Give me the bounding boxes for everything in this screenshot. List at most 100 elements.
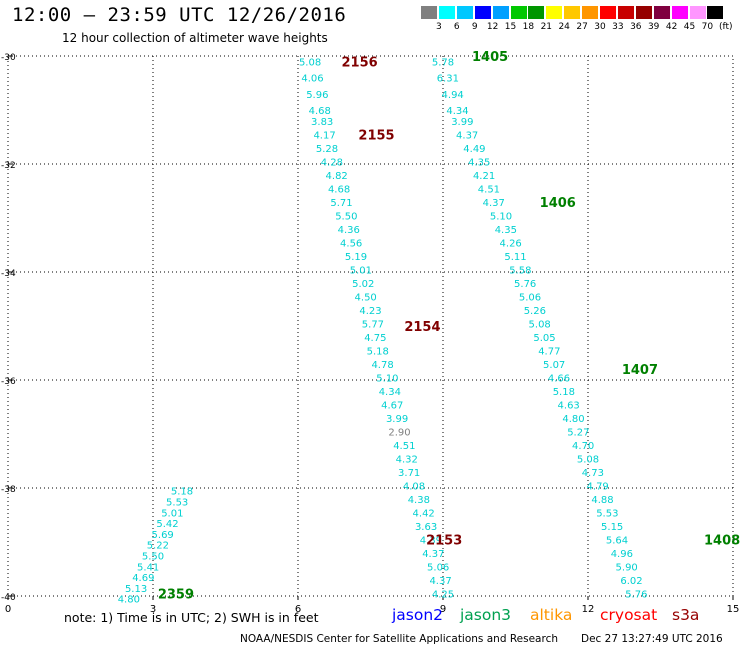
swh-value: 5.06: [427, 562, 449, 573]
swh-value: 5.42: [156, 519, 178, 530]
swh-value: 5.28: [316, 144, 338, 155]
swh-value: 4.51: [478, 184, 500, 195]
note-text: note: 1) Time is in UTC; 2) SWH is in fe…: [64, 610, 319, 625]
data-points: 5.084.065.964.683.834.175.284.284.824.68…: [118, 57, 648, 605]
legend-swatch: [546, 6, 563, 19]
swh-value: 4.82: [326, 171, 348, 182]
swh-value: 4.96: [611, 549, 633, 560]
swh-value: 5.01: [161, 508, 183, 519]
legend-label: 6: [453, 22, 460, 32]
x-tick-label: 15: [727, 604, 740, 615]
pass-time-label: 2154: [404, 320, 440, 335]
pass-time-label: 2155: [358, 128, 394, 143]
grid: [8, 56, 733, 596]
legend-swatch: [671, 6, 688, 19]
legend-label: 3: [436, 22, 442, 32]
swh-value: 5.76: [625, 589, 647, 600]
pass-time-label: 2156: [342, 55, 378, 70]
legend-swatch: [600, 6, 616, 19]
y-tick-label: -38: [1, 485, 16, 495]
pass-time-label: 1407: [622, 363, 658, 378]
swh-value: 4.34: [379, 387, 401, 398]
swh-value: 6.31: [437, 74, 459, 85]
swh-value: 4.37: [429, 576, 451, 587]
y-tick-label: -40: [1, 593, 16, 603]
swh-value: 4.08: [403, 481, 425, 492]
satellite-altika: altika: [530, 606, 573, 624]
swh-value: 4.25: [432, 589, 454, 600]
legend-label: 39: [647, 22, 660, 32]
satellite-jason3: jason3: [460, 606, 512, 624]
legend-swatch: [707, 6, 724, 19]
swh-value: 5.06: [519, 292, 541, 303]
legend-swatch: [492, 6, 509, 19]
swh-value: 5.18: [367, 346, 389, 357]
x-tick-label: 0: [5, 604, 11, 615]
x-tick-label: 6: [295, 604, 301, 615]
legend-label: 36: [630, 22, 642, 32]
legend-label: 12: [486, 22, 499, 32]
swh-value: 4.35: [468, 157, 490, 168]
swh-value: 5.50: [335, 211, 357, 222]
swh-value: 3.99: [451, 117, 473, 128]
legend-label: 42: [665, 22, 678, 32]
pass-time-label: 2153: [426, 533, 462, 548]
swh-value: 4.70: [572, 441, 594, 452]
swh-value: 5.64: [606, 535, 628, 546]
swh-value: 5.90: [616, 562, 638, 573]
swh-value: 5.15: [601, 522, 623, 533]
swh-value: 4.94: [442, 90, 464, 101]
swh-value: 4.21: [473, 171, 495, 182]
swh-value: 4.63: [558, 400, 580, 411]
swh-value: 4.17: [313, 130, 335, 141]
swh-value: 4.26: [500, 238, 522, 249]
legend-swatch: [689, 6, 706, 19]
satellite-s3a: s3a: [672, 606, 700, 624]
swh-value: 4.28: [321, 157, 343, 168]
x-tick-label: 3: [150, 604, 156, 615]
swh-value: 5.05: [533, 333, 555, 344]
footer-timestamp: Dec 27 13:27:49 UTC 2016: [581, 633, 723, 645]
swh-value: 4.66: [548, 373, 570, 384]
swh-value: 4.37: [483, 198, 505, 209]
swh-value: 5.10: [490, 211, 512, 222]
satellite-jason2: jason2: [392, 606, 444, 624]
swh-value: 5.07: [543, 360, 565, 371]
swh-value: 3.83: [311, 117, 333, 128]
legend-swatch: [510, 6, 527, 19]
time-labels: 2156 2155 2154 2153 1405 1406 1407 1408 2359: [158, 50, 740, 602]
swh-value: 4.73: [582, 468, 604, 479]
legend-swatch: [438, 6, 455, 19]
swh-value: 4.75: [364, 333, 386, 344]
swh-value: 5.69: [152, 530, 174, 541]
swh-value: 5.53: [166, 498, 188, 509]
swh-value: 3.99: [386, 414, 408, 425]
legend-swatch: [528, 6, 545, 19]
swh-value: 4.37: [456, 130, 478, 141]
swh-value: 5.11: [504, 252, 526, 263]
legend-label: 9: [471, 22, 478, 32]
swh-value: 4.80: [118, 595, 140, 606]
legend-swatch: [564, 6, 581, 19]
legend-label: 33: [612, 22, 624, 32]
swh-value: 4.42: [413, 508, 435, 519]
pass-time-label: 1408: [704, 533, 740, 548]
swh-value: 4.37: [422, 549, 444, 560]
legend-swatch: [635, 6, 652, 19]
plot-frame: [7, 55, 734, 597]
swh-value: 4.78: [371, 360, 393, 371]
swh-value: 5.10: [376, 373, 398, 384]
swh-value: 5.41: [137, 562, 159, 573]
swh-value: 5.08: [299, 57, 321, 68]
swh-value: 4.68: [309, 106, 331, 117]
swh-value: 5.18: [171, 487, 193, 498]
legend-label: 21: [540, 22, 553, 32]
chart-title: 12:00 – 23:59 UTC 12/26/2016: [12, 4, 347, 26]
legend-swatch: [617, 6, 634, 19]
swh-value: 4.23: [359, 306, 381, 317]
swh-value: 4.56: [340, 238, 362, 249]
swh-value: 5.19: [345, 252, 367, 263]
swh-value: 5.08: [529, 319, 551, 330]
